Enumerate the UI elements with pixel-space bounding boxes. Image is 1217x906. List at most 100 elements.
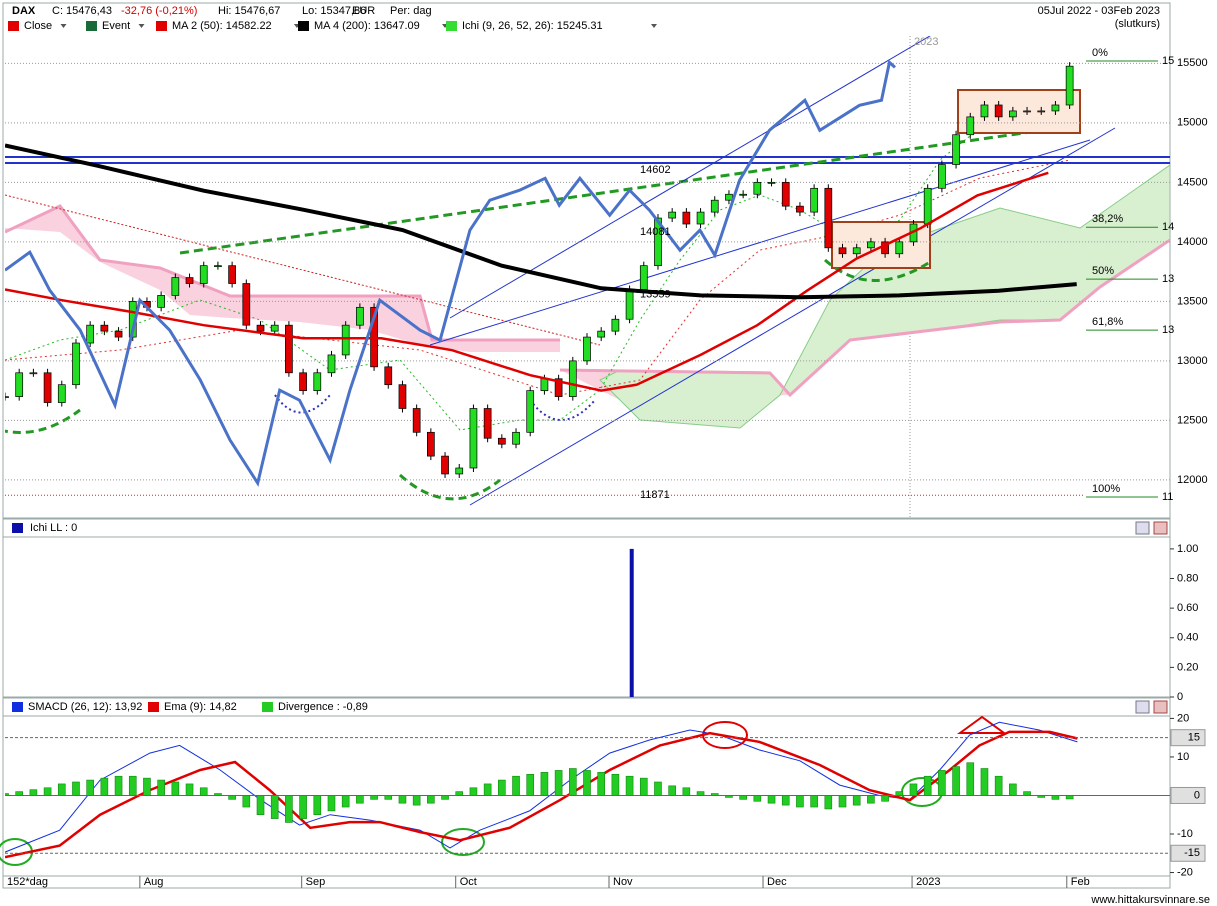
bar [5,793,9,796]
bar [583,770,591,796]
y-tick-label: 10 [1177,751,1189,763]
bottom-arc [398,473,501,501]
bar [199,787,208,796]
fib-label: 50% [1092,265,1114,277]
legend-swatch [446,21,457,31]
bar [441,795,449,800]
candle [597,330,606,338]
candle [15,372,24,397]
candle [568,360,577,397]
y-tick-label: -10 [1177,828,1193,840]
year-label: 2023 [914,36,938,48]
main-frame [2,2,1171,519]
bar [15,791,23,796]
legend-swatch [86,21,97,31]
legend-label: Ema (9): 14,82 [164,701,237,713]
cloud-edge [559,238,1170,398]
bar [455,791,464,796]
bar [881,795,889,802]
candle [114,330,123,338]
bar [72,781,80,796]
cloud-bear [5,206,560,352]
candle [767,181,776,184]
candle [57,384,66,403]
bar [412,795,421,806]
candle [483,408,492,439]
value-box [1170,844,1206,862]
bottom-arc [5,408,81,434]
candle [185,277,194,284]
candle [838,247,847,255]
candle [895,241,904,255]
settings-button[interactable] [1135,700,1150,714]
bar [852,795,861,806]
fib-price: 13 [1162,324,1174,336]
plot [5,59,1170,496]
candle [710,199,719,213]
bar [554,770,563,796]
bar [299,795,307,819]
bar [668,785,676,796]
candle [923,187,932,225]
y-tick-label: 0.60 [1177,602,1198,614]
candle [497,437,506,445]
cloud-edge [5,204,560,342]
candle [441,455,449,475]
candle [199,265,208,284]
dropdown-arrow [651,24,657,28]
candle [639,265,648,290]
y-tick-label: 0 [1177,691,1183,703]
range-box [957,89,1081,134]
bar [1023,791,1031,796]
bar [980,768,989,796]
candle [966,116,975,136]
bar [100,777,109,796]
bar [128,775,137,796]
candle [228,265,236,284]
candle [1023,110,1031,113]
level-label: 14081 [640,226,671,238]
settings-button[interactable] [1135,521,1150,535]
symbol: DAX [12,5,36,17]
candle [356,306,364,326]
candle [682,211,691,225]
y-tick-label: 12000 [1177,474,1208,486]
candle [696,211,705,225]
bar [796,795,804,808]
candle [554,378,563,397]
close-button[interactable] [1153,521,1168,535]
candle [270,324,279,332]
bar [327,795,336,812]
candle [781,181,790,207]
bar [682,787,691,796]
x-tick-label: Aug [144,876,164,888]
bottom-arc [824,258,931,282]
candle [583,336,591,362]
x-tick-label: Sep [306,876,326,888]
bar [824,795,833,810]
legend-swatch [12,702,23,712]
y-tick-label: 13500 [1177,295,1208,307]
bar [739,795,747,800]
bar [1009,783,1017,796]
fib-label: 100% [1092,483,1120,495]
panel-title: Ichi LL : 0 [30,522,77,534]
close-button[interactable] [1153,700,1168,714]
candle [725,193,733,201]
y-tick-label: 1.00 [1177,543,1198,555]
candle [611,318,620,332]
channel-line [429,139,1091,346]
fib-label: 61,8% [1092,316,1123,328]
bar [867,795,875,804]
candle [852,247,861,255]
legend-label: Close [24,20,52,32]
candle [5,396,9,398]
bar [994,775,1003,796]
value-box-label: 15 [1188,732,1200,744]
legend-label: Divergence : -0,89 [278,701,368,713]
bar [569,768,577,796]
candle [654,217,662,267]
channel-line [449,36,931,319]
candle [299,372,307,391]
y-tick-label: 15000 [1177,117,1208,129]
